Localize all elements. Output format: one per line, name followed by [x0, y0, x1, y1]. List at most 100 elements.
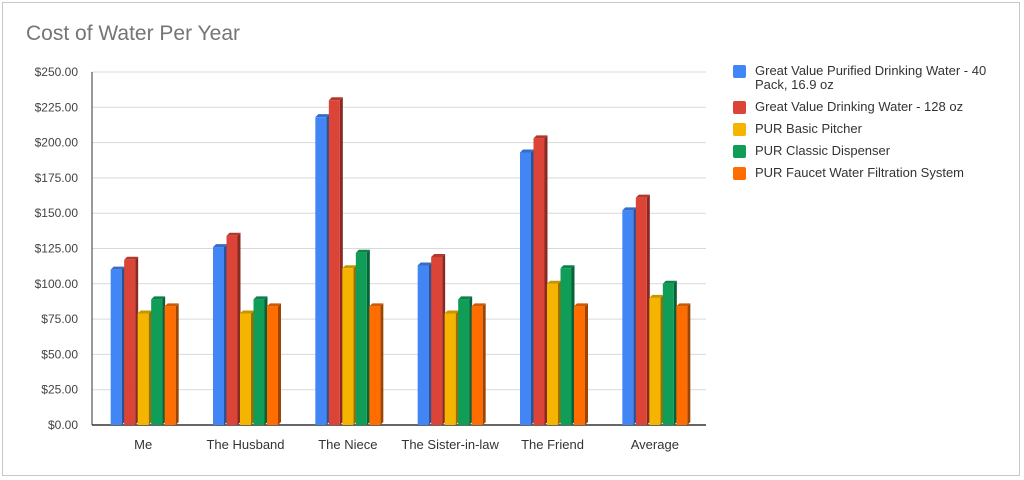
y-tick-label: $75.00 [41, 312, 78, 326]
bar-top [417, 262, 432, 266]
bar [520, 149, 534, 425]
bar [431, 253, 446, 425]
bar-top [471, 303, 486, 307]
bar [137, 310, 152, 425]
bar-face [369, 306, 381, 425]
bar-face [315, 117, 327, 426]
legend-swatch [733, 123, 746, 136]
legend-swatch [733, 145, 746, 158]
legend-item: PUR Classic Dispenser [733, 144, 1003, 158]
bar-face [151, 299, 163, 425]
bar-top [267, 303, 281, 307]
bar-face [355, 252, 367, 425]
bar-top [137, 310, 152, 314]
y-tick-label: $50.00 [41, 347, 78, 361]
bar-face [431, 256, 443, 425]
bar-top [110, 266, 125, 270]
y-tick-label: $175.00 [35, 171, 79, 185]
bar-side [544, 135, 548, 425]
bar [226, 232, 241, 425]
bar-side [278, 303, 281, 425]
bar-side [121, 266, 125, 425]
y-tick-label: $100.00 [35, 277, 79, 291]
bar-top [520, 149, 534, 153]
x-tick-label: The Sister-in-law [401, 437, 499, 452]
y-tick-label: $25.00 [41, 383, 78, 397]
bar-side [558, 280, 561, 425]
bar-face [547, 283, 558, 425]
bar-face [164, 306, 176, 425]
legend-item: PUR Faucet Water Filtration System [733, 166, 1003, 180]
bar-side [366, 249, 370, 425]
bar [458, 296, 473, 425]
bar-side [633, 207, 637, 425]
bar-side [585, 303, 588, 425]
bar [240, 310, 254, 425]
bar-side [175, 303, 179, 425]
bar-face [458, 299, 470, 425]
bar [649, 294, 664, 425]
bar-side [428, 262, 432, 425]
bar [164, 303, 179, 425]
bar-face [226, 235, 238, 425]
bar-face [622, 210, 634, 425]
bar-face [110, 269, 122, 425]
legend-swatch [733, 65, 746, 78]
x-tick-label: Average [631, 437, 679, 452]
x-tick-label: The Friend [521, 437, 584, 452]
bar [369, 303, 384, 425]
bar [635, 194, 650, 425]
x-tick-label: Me [134, 437, 152, 452]
y-tick-label: $200.00 [35, 136, 79, 150]
y-tick-label: $225.00 [35, 100, 79, 114]
bar-face [649, 297, 661, 425]
bar [124, 256, 139, 425]
bar-side [660, 294, 664, 425]
y-tick-label: $125.00 [35, 242, 79, 256]
bar-side [442, 253, 446, 425]
bar [355, 249, 370, 425]
bar-face [213, 247, 224, 425]
bar-top [342, 265, 357, 269]
bar [213, 244, 227, 425]
legend-item: Great Value Purified Drinking Water - 40… [733, 64, 1003, 92]
bar-face [533, 138, 545, 425]
bar-face [471, 306, 483, 425]
bar [622, 207, 637, 425]
bar [444, 310, 459, 425]
legend-item: PUR Basic Pitcher [733, 122, 1003, 136]
legend-label: PUR Classic Dispenser [755, 143, 891, 158]
legend-swatch [733, 101, 746, 114]
bar-top [328, 97, 343, 101]
bar-face [635, 197, 647, 425]
bar [253, 296, 268, 425]
bar-side [264, 296, 268, 425]
bar-top [635, 194, 650, 198]
y-tick-label: $0.00 [48, 418, 78, 432]
legend-label: PUR Faucet Water Filtration System [755, 165, 965, 180]
bar [662, 280, 677, 425]
bar-side [646, 194, 650, 425]
bar-side [224, 244, 227, 425]
bar-top [662, 280, 677, 284]
bar-face [520, 152, 531, 425]
bar [267, 303, 281, 425]
bar-top [213, 244, 227, 248]
bar [342, 265, 357, 425]
bar [547, 280, 561, 425]
bar-top [124, 256, 139, 260]
bar [315, 114, 330, 426]
bar [328, 97, 343, 426]
bar-face [137, 313, 149, 425]
bar [471, 303, 486, 425]
chart-title: Cost of Water Per Year [26, 22, 240, 45]
bar-side [531, 149, 534, 425]
legend-label: Great Value Drinking Water - 128 oz [755, 99, 964, 114]
bar-top [226, 232, 241, 236]
x-tick-label: The Niece [318, 437, 377, 452]
bar-face [240, 313, 251, 425]
bar-face [124, 259, 136, 425]
bar [676, 303, 691, 425]
bar-face [574, 306, 585, 425]
